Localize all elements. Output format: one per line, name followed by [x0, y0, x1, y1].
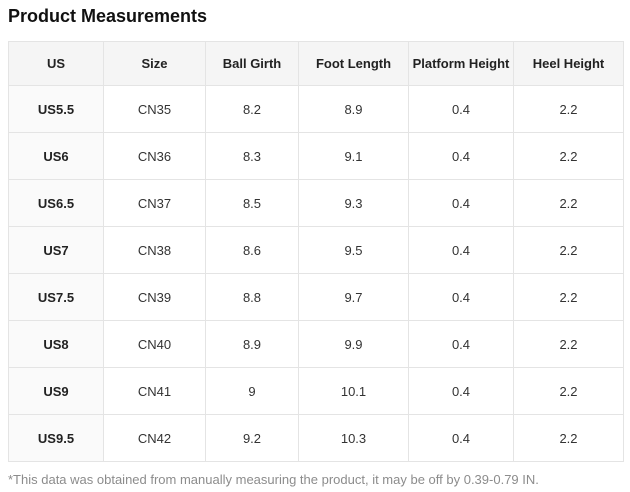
measurement-disclaimer: *This data was obtained from manually me… — [8, 472, 539, 487]
table-row: US9.5 CN42 9.2 10.3 0.4 2.2 — [8, 414, 624, 462]
data-cell: 0.4 — [408, 367, 514, 415]
data-cell: 8.5 — [205, 179, 299, 227]
data-cell: 8.6 — [205, 226, 299, 274]
data-cell: CN40 — [103, 320, 206, 368]
table-row: US7.5 CN39 8.8 9.7 0.4 2.2 — [8, 273, 624, 321]
data-cell: CN41 — [103, 367, 206, 415]
row-header-cell: US6.5 — [8, 179, 104, 227]
data-cell: 8.2 — [205, 85, 299, 133]
data-cell: 2.2 — [513, 132, 624, 180]
table-header: US Size Ball Girth Foot Length Platform … — [8, 41, 624, 86]
data-cell: 0.4 — [408, 85, 514, 133]
data-cell: 2.2 — [513, 85, 624, 133]
data-cell: CN38 — [103, 226, 206, 274]
data-cell: CN36 — [103, 132, 206, 180]
measurements-table: US Size Ball Girth Foot Length Platform … — [8, 41, 624, 462]
data-cell: 9.3 — [298, 179, 409, 227]
row-header-cell: US6 — [8, 132, 104, 180]
row-header-cell: US8 — [8, 320, 104, 368]
data-cell: 10.3 — [298, 414, 409, 462]
data-cell: CN42 — [103, 414, 206, 462]
row-header-cell: US7 — [8, 226, 104, 274]
data-cell: 0.4 — [408, 414, 514, 462]
table-row: US6 CN36 8.3 9.1 0.4 2.2 — [8, 132, 624, 180]
column-header-ball-girth: Ball Girth — [205, 41, 299, 86]
table-row: US8 CN40 8.9 9.9 0.4 2.2 — [8, 320, 624, 368]
data-cell: 0.4 — [408, 226, 514, 274]
data-cell: 2.2 — [513, 320, 624, 368]
data-cell: 0.4 — [408, 320, 514, 368]
column-header-us: US — [8, 41, 104, 86]
data-cell: 2.2 — [513, 226, 624, 274]
data-cell: 8.9 — [205, 320, 299, 368]
table-row: US6.5 CN37 8.5 9.3 0.4 2.2 — [8, 179, 624, 227]
data-cell: 2.2 — [513, 273, 624, 321]
data-cell: 9.7 — [298, 273, 409, 321]
data-cell: CN39 — [103, 273, 206, 321]
table-row: US7 CN38 8.6 9.5 0.4 2.2 — [8, 226, 624, 274]
data-cell: 0.4 — [408, 179, 514, 227]
data-cell: 10.1 — [298, 367, 409, 415]
table-row: US9 CN41 9 10.1 0.4 2.2 — [8, 367, 624, 415]
data-cell: 2.2 — [513, 179, 624, 227]
table-body: US5.5 CN35 8.2 8.9 0.4 2.2 US6 CN36 8.3 9.1 0.4 2.2… — [8, 85, 624, 462]
data-cell: 8.8 — [205, 273, 299, 321]
data-cell: 8.9 — [298, 85, 409, 133]
data-cell: 9.2 — [205, 414, 299, 462]
data-cell: 8.3 — [205, 132, 299, 180]
data-cell: 0.4 — [408, 273, 514, 321]
data-cell: CN37 — [103, 179, 206, 227]
table-row: US5.5 CN35 8.2 8.9 0.4 2.2 — [8, 85, 624, 133]
row-header-cell: US5.5 — [8, 85, 104, 133]
data-cell: 9.1 — [298, 132, 409, 180]
data-cell: 0.4 — [408, 132, 514, 180]
data-cell: 2.2 — [513, 367, 624, 415]
product-measurements-section: Product Measurements US Size Ball Girth … — [0, 4, 630, 492]
column-header-heel-height: Heel Height — [513, 41, 624, 86]
row-header-cell: US7.5 — [8, 273, 104, 321]
data-cell: 9 — [205, 367, 299, 415]
column-header-platform-height: Platform Height — [408, 41, 514, 86]
row-header-cell: US9.5 — [8, 414, 104, 462]
page-title: Product Measurements — [8, 6, 208, 26]
data-cell: 9.9 — [298, 320, 409, 368]
header-row: US Size Ball Girth Foot Length Platform … — [8, 41, 624, 86]
data-cell: 2.2 — [513, 414, 624, 462]
data-cell: CN35 — [103, 85, 206, 133]
column-header-size: Size — [103, 41, 206, 86]
row-header-cell: US9 — [8, 367, 104, 415]
data-cell: 9.5 — [298, 226, 409, 274]
column-header-foot-length: Foot Length — [298, 41, 409, 86]
